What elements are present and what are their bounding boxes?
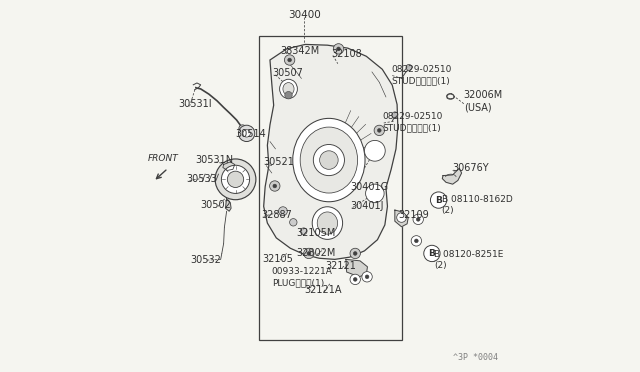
Text: 30533: 30533 <box>186 174 216 185</box>
Circle shape <box>333 44 344 54</box>
Text: 08229-02510
STUDスタッド(1): 08229-02510 STUDスタッド(1) <box>391 65 452 85</box>
Text: 38342M: 38342M <box>280 46 319 56</box>
Circle shape <box>239 125 246 132</box>
Text: 30531N: 30531N <box>195 155 234 165</box>
Circle shape <box>319 151 338 169</box>
Circle shape <box>415 239 418 243</box>
Text: B 08110-8162D
(2): B 08110-8162D (2) <box>442 195 512 215</box>
Circle shape <box>406 64 412 70</box>
Text: 32887: 32887 <box>262 210 292 220</box>
Text: 32109: 32109 <box>399 210 429 220</box>
Circle shape <box>417 218 420 221</box>
Circle shape <box>290 219 297 226</box>
Text: 30400: 30400 <box>288 10 321 20</box>
Text: 32121A: 32121A <box>304 285 342 295</box>
Circle shape <box>350 248 360 259</box>
Circle shape <box>314 144 344 176</box>
Ellipse shape <box>317 212 338 234</box>
Circle shape <box>243 130 250 137</box>
Circle shape <box>353 251 357 255</box>
Text: 08229-02510
STUDスタッド(1): 08229-02510 STUDスタッド(1) <box>382 112 443 132</box>
Text: ^3P *0004: ^3P *0004 <box>453 353 498 362</box>
Circle shape <box>288 58 291 62</box>
Polygon shape <box>442 168 461 184</box>
Circle shape <box>411 235 422 246</box>
Polygon shape <box>395 210 408 227</box>
Circle shape <box>350 274 360 285</box>
Polygon shape <box>346 259 367 277</box>
Ellipse shape <box>300 127 358 193</box>
Circle shape <box>304 248 314 259</box>
Text: 30514: 30514 <box>236 129 266 139</box>
Ellipse shape <box>292 118 365 202</box>
Text: 30532: 30532 <box>191 255 221 265</box>
Circle shape <box>337 47 340 51</box>
Text: 32105M: 32105M <box>296 228 336 238</box>
Ellipse shape <box>280 79 298 99</box>
Text: 30502: 30502 <box>201 199 232 209</box>
Circle shape <box>307 251 311 255</box>
Text: 32108: 32108 <box>331 49 362 60</box>
Circle shape <box>221 165 250 193</box>
Ellipse shape <box>312 207 342 239</box>
Text: 32121: 32121 <box>325 261 356 271</box>
Circle shape <box>227 171 244 187</box>
Circle shape <box>285 92 292 99</box>
Circle shape <box>364 140 385 161</box>
Text: 30521: 30521 <box>264 157 294 167</box>
Text: B: B <box>435 196 442 205</box>
Circle shape <box>424 245 440 262</box>
Text: 32006M
(USA): 32006M (USA) <box>464 90 503 113</box>
Bar <box>259 36 401 340</box>
Circle shape <box>284 55 295 65</box>
Circle shape <box>269 181 280 191</box>
Ellipse shape <box>283 83 294 95</box>
Circle shape <box>413 214 424 225</box>
Text: 30676Y: 30676Y <box>452 163 490 173</box>
Text: 30507: 30507 <box>272 68 303 78</box>
Circle shape <box>374 125 385 136</box>
Circle shape <box>278 207 287 216</box>
Circle shape <box>215 159 256 200</box>
Circle shape <box>392 112 398 118</box>
Text: 00933-1221A
PLUGプラグ(1): 00933-1221A PLUGプラグ(1) <box>272 267 333 287</box>
Circle shape <box>397 213 406 222</box>
Circle shape <box>239 125 255 141</box>
Text: 30401G: 30401G <box>350 182 388 192</box>
Circle shape <box>378 129 381 132</box>
Text: B 08120-8251E
(2): B 08120-8251E (2) <box>434 250 504 270</box>
Circle shape <box>300 228 307 235</box>
Text: B: B <box>429 249 435 258</box>
Circle shape <box>353 278 357 281</box>
Polygon shape <box>264 44 398 259</box>
Circle shape <box>362 272 372 282</box>
Circle shape <box>365 184 384 203</box>
Circle shape <box>431 192 447 208</box>
Circle shape <box>273 184 276 188</box>
Polygon shape <box>223 162 235 170</box>
Text: 30531I: 30531I <box>179 99 212 109</box>
Polygon shape <box>225 198 231 211</box>
Text: 30401J: 30401J <box>350 201 384 211</box>
Text: 32105: 32105 <box>262 254 293 264</box>
Text: 32802M: 32802M <box>296 248 336 259</box>
Circle shape <box>365 275 369 279</box>
Text: FRONT: FRONT <box>148 154 179 163</box>
